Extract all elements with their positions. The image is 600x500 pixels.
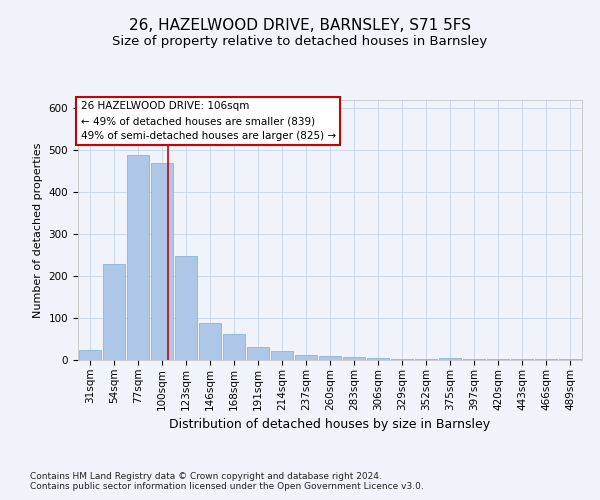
Bar — [391, 358, 413, 360]
Text: Contains HM Land Registry data © Crown copyright and database right 2024.: Contains HM Land Registry data © Crown c… — [30, 472, 382, 481]
Bar — [175, 256, 197, 360]
Bar — [103, 264, 125, 360]
Bar — [415, 358, 437, 360]
Bar — [367, 358, 389, 360]
Bar — [223, 334, 245, 360]
Bar — [487, 359, 509, 360]
Bar — [127, 154, 149, 360]
Bar — [439, 358, 461, 360]
Bar — [247, 348, 269, 360]
Text: 26, HAZELWOOD DRIVE, BARNSLEY, S71 5FS: 26, HAZELWOOD DRIVE, BARNSLEY, S71 5FS — [129, 18, 471, 32]
Bar — [79, 350, 101, 360]
Y-axis label: Number of detached properties: Number of detached properties — [33, 142, 43, 318]
Bar — [343, 356, 365, 360]
Bar — [151, 163, 173, 360]
Bar — [463, 358, 485, 360]
Bar — [271, 351, 293, 360]
Bar — [319, 356, 341, 360]
Bar — [559, 359, 581, 360]
Bar — [511, 359, 533, 360]
Bar — [535, 359, 557, 360]
Text: Size of property relative to detached houses in Barnsley: Size of property relative to detached ho… — [112, 35, 488, 48]
X-axis label: Distribution of detached houses by size in Barnsley: Distribution of detached houses by size … — [169, 418, 491, 431]
Bar — [295, 354, 317, 360]
Text: Contains public sector information licensed under the Open Government Licence v3: Contains public sector information licen… — [30, 482, 424, 491]
Text: 26 HAZELWOOD DRIVE: 106sqm
← 49% of detached houses are smaller (839)
49% of sem: 26 HAZELWOOD DRIVE: 106sqm ← 49% of deta… — [80, 102, 335, 141]
Bar — [199, 323, 221, 360]
